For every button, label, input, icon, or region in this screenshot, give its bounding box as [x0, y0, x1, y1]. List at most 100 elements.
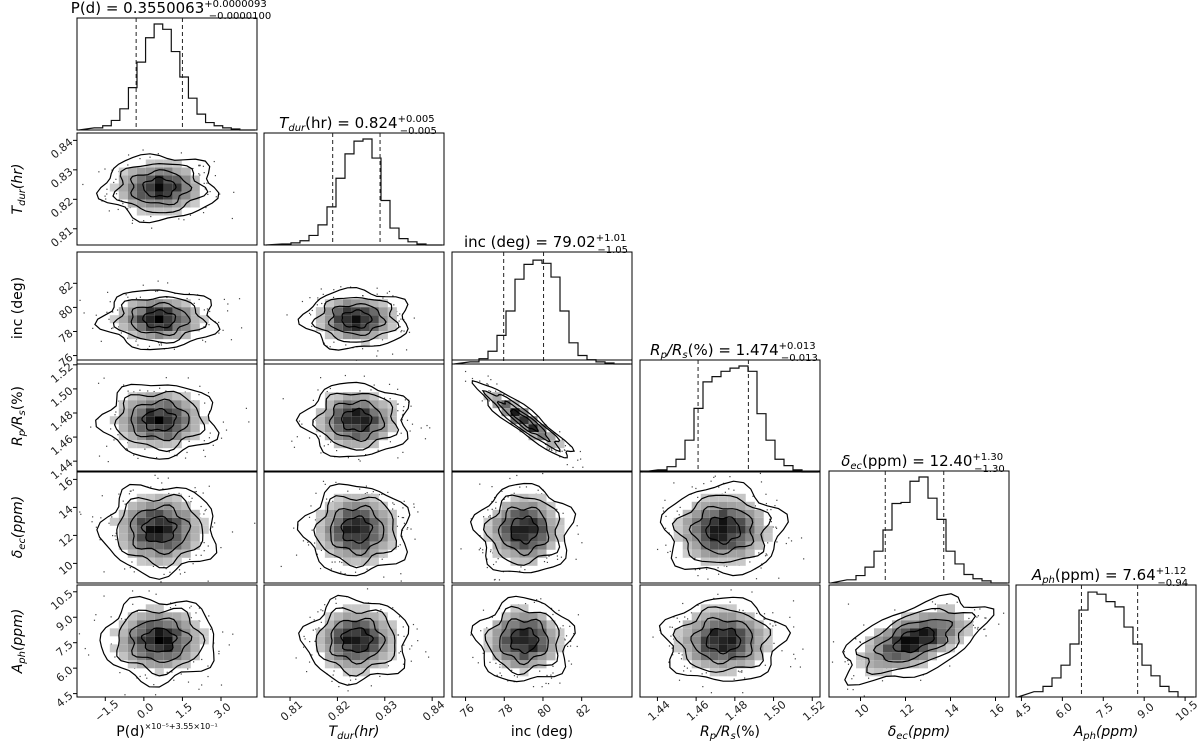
density-cell: [910, 652, 919, 661]
contour-line: [112, 162, 209, 214]
density-cell: [181, 549, 191, 558]
scatter-dot: [671, 626, 673, 628]
density-cell: [172, 628, 182, 637]
scatter-dot: [98, 171, 100, 173]
density-cell: [718, 636, 728, 645]
density-cell: [172, 392, 182, 401]
scatter-dot: [479, 380, 481, 382]
scatter-dot: [204, 188, 206, 190]
scatter-dot: [157, 341, 160, 344]
density-cell: [360, 392, 370, 401]
density-cell: [199, 628, 209, 637]
density-cell: [673, 533, 683, 542]
scatter-dot: [402, 516, 405, 519]
scatter-dot: [697, 575, 699, 577]
scatter-dot: [733, 678, 735, 680]
scatter-dot: [306, 670, 308, 673]
density-cell: [555, 636, 565, 645]
scatter-dot: [664, 527, 667, 529]
density-cell: [910, 628, 919, 637]
x-tick-label: 10: [853, 701, 872, 720]
density-cell: [360, 400, 370, 409]
scatter-dot: [124, 618, 126, 620]
scatter-dot: [847, 659, 849, 662]
scatter-dot: [400, 580, 402, 582]
density-cell: [736, 549, 746, 558]
scatter-dot: [82, 183, 84, 186]
scatter-dot: [752, 495, 754, 497]
density-cell: [519, 416, 529, 425]
density-cell: [555, 517, 565, 526]
density-cell: [537, 549, 547, 558]
density-cell: [333, 392, 343, 401]
density-cell: [127, 392, 137, 401]
density-cell: [378, 307, 388, 316]
scatter-dot: [323, 445, 325, 447]
diag-panel-T: [263, 132, 445, 246]
density-cell: [145, 501, 155, 510]
scatter-dot: [730, 589, 732, 591]
scatter-dot: [652, 636, 654, 638]
scatter-dot: [667, 551, 669, 554]
density-cell: [181, 191, 191, 200]
density-cell: [351, 620, 361, 629]
density-cell: [342, 331, 352, 340]
scatter-dot: [489, 391, 491, 393]
density-cell: [700, 604, 710, 613]
scatter-dot: [212, 444, 214, 446]
density-cell: [718, 517, 728, 526]
density-cell: [190, 644, 200, 653]
panel-frame: [76, 132, 258, 246]
density-cell: [727, 636, 737, 645]
scatter-dot: [401, 419, 403, 421]
scatter-dot: [144, 448, 146, 450]
contour-line: [471, 380, 575, 459]
scatter-dot: [406, 528, 408, 530]
scatter-dot: [503, 498, 505, 501]
scatter-dot: [985, 617, 987, 619]
density-cell: [118, 533, 128, 542]
density-cell: [324, 628, 334, 637]
y-tick-label: 82: [56, 279, 75, 298]
density-cell: [172, 299, 182, 308]
density-cell: [145, 652, 155, 661]
density-cell: [136, 167, 146, 176]
scatter-dot: [665, 515, 667, 517]
scatter-dot: [519, 570, 521, 572]
density-cell: [163, 392, 173, 401]
scatter-dot: [690, 612, 693, 614]
density-cell: [369, 644, 379, 653]
density-cell: [127, 636, 137, 645]
density-cell: [190, 509, 200, 518]
density-cell: [127, 612, 137, 621]
scatter-dot: [426, 424, 428, 427]
scatter-dot: [775, 526, 777, 528]
scatter-dot: [851, 678, 853, 680]
density-cell: [163, 557, 173, 566]
scatter-dot: [486, 566, 488, 569]
panel-T-vs-Rp: [263, 359, 445, 473]
scatter-dot: [460, 548, 462, 550]
scatter-dot: [320, 452, 322, 454]
density-cell: [315, 533, 325, 542]
scatter-dot: [984, 617, 986, 619]
scatter-dot: [398, 652, 400, 654]
density-cell: [378, 331, 388, 340]
scatter-dot: [536, 599, 538, 601]
density-cell: [510, 636, 520, 645]
contour-line: [99, 595, 215, 688]
density-cell: [691, 660, 701, 669]
scatter-dot: [737, 670, 740, 672]
scatter-dot: [188, 292, 190, 295]
density-cell: [360, 315, 370, 324]
density-cell: [172, 416, 182, 425]
density-cell: [754, 628, 764, 637]
scatter-dot: [218, 332, 220, 334]
scatter-dot: [496, 383, 498, 385]
density-cell: [883, 644, 892, 653]
scatter-dot: [775, 527, 778, 529]
scatter-dot: [178, 569, 181, 571]
density-cell: [700, 660, 710, 669]
scatter-dot: [135, 297, 138, 299]
density-cell: [528, 541, 538, 550]
